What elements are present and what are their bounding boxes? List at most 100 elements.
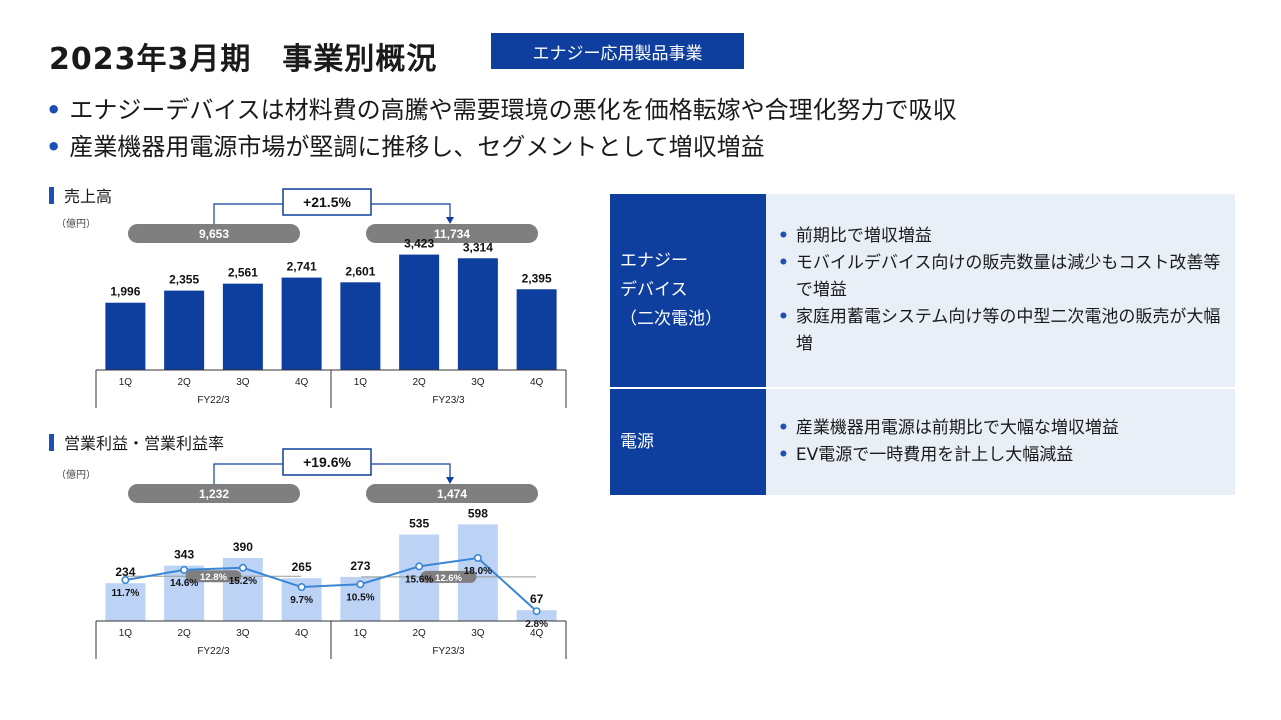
x-group-label: FY22/3: [197, 646, 230, 657]
x-tick-label: 2Q: [177, 628, 191, 639]
profit-value-label: 390: [233, 540, 253, 554]
segment-head-line: デバイス: [620, 280, 688, 300]
segment-item-text: 家庭用蓄電システム向け等の中型二次電池の販売が大幅増: [795, 307, 1221, 354]
sales-value-label: 1,996: [110, 285, 140, 299]
x-tick-label: 3Q: [236, 628, 250, 639]
sales-value-label: 2,395: [522, 271, 552, 285]
margin-label: 10.5%: [346, 592, 374, 603]
bullet-dot-icon: •: [778, 226, 789, 246]
avg-margin-pill: [185, 570, 242, 583]
margin-label: 14.6%: [170, 578, 198, 589]
total-pill-label: 11,734: [434, 227, 470, 241]
x-tick-label: 1Q: [119, 628, 133, 639]
total-pill: [366, 484, 538, 503]
section-marker-icon: [49, 433, 54, 451]
segment-row-power-supply: 電源 • 産業機器用電源は前期比で大幅な増収増益 • EV電源で一時費用を計上し大幅…: [610, 389, 1235, 495]
growth-box: [282, 188, 372, 216]
summary-bullets: • エナジーデバイスは材料費の高騰や需要環境の悪化を価格転嫁や合理化努力で吸収 •…: [46, 92, 957, 166]
segment-item-text: モバイルデバイス向けの販売数量は減少もコスト改善等で増益: [795, 253, 1221, 300]
x-tick-label: 3Q: [471, 628, 485, 639]
sales-value-label: 3,423: [404, 237, 434, 251]
margin-point: [532, 607, 541, 616]
margin-point: [121, 576, 130, 585]
x-group-label: FY23/3: [432, 646, 465, 657]
page-title: 2023年3月期 事業別概況: [49, 42, 438, 77]
segment-head: エナジー デバイス （二次電池）: [610, 194, 766, 387]
sales-bar: [222, 283, 263, 370]
growth-label: +21.5%: [303, 194, 351, 210]
sales-bar: [281, 277, 322, 370]
margin-label: 9.7%: [290, 595, 313, 606]
profit-label-text: 営業利益・営業利益率: [64, 434, 225, 453]
x-tick-label: 3Q: [471, 377, 485, 388]
profit-value-label: 67: [530, 592, 544, 606]
segment-badge: エナジー応用製品事業: [491, 33, 744, 69]
profit-section-label: 営業利益・営業利益率: [49, 430, 224, 454]
sales-unit: （億円）: [56, 219, 96, 230]
x-tick-label: 2Q: [412, 377, 426, 388]
sales-bar: [340, 282, 381, 370]
x-tick-label: 2Q: [177, 377, 191, 388]
margin-point: [356, 580, 365, 589]
sales-value-label: 3,314: [463, 240, 493, 254]
x-tick-label: 4Q: [295, 377, 309, 388]
x-tick-label: 1Q: [119, 377, 133, 388]
margin-label: 2.8%: [525, 619, 548, 630]
x-tick-label: 3Q: [236, 377, 250, 388]
segment-item: • EV電源で一時費用を計上し大幅減益: [778, 442, 1223, 469]
profit-unit: （億円）: [56, 470, 96, 481]
x-group-label: FY23/3: [432, 395, 465, 406]
sales-value-label: 2,561: [228, 266, 258, 280]
growth-box: [282, 448, 372, 476]
segment-item-text: 産業機器用電源は前期比で大幅な増収増益: [795, 418, 1119, 438]
segment-body: • 産業機器用電源は前期比で大幅な増収増益 • EV電源で一時費用を計上し大幅減益: [766, 389, 1235, 495]
margin-label: 11.7%: [111, 588, 139, 599]
bullet-dot-icon: •: [778, 445, 789, 465]
bullet-dot-icon: •: [778, 253, 789, 273]
segment-item-text: EV電源で一時費用を計上し大幅減益: [795, 445, 1074, 465]
sales-value-label: 2,741: [287, 260, 317, 274]
margin-label: 18.0%: [464, 566, 492, 577]
margin-point: [415, 562, 424, 571]
sales-value-label: 2,355: [169, 273, 199, 287]
sales-bar: [105, 302, 146, 370]
profit-value-label: 265: [292, 560, 312, 574]
margin-label: 15.6%: [405, 574, 433, 585]
segment-item: • モバイルデバイス向けの販売数量は減少もコスト改善等で増益: [778, 250, 1223, 304]
profit-bar: [105, 583, 146, 621]
total-pill: [128, 224, 300, 243]
segment-item: • 前期比で増収増益: [778, 223, 1223, 250]
segment-body: • 前期比で増収増益 • モバイルデバイス向けの販売数量は減少もコスト改善等で増益 …: [766, 194, 1235, 387]
bullet-text: エナジーデバイスは材料費の高騰や需要環境の悪化を価格転嫁や合理化努力で吸収: [69, 96, 957, 124]
profit-value-label: 598: [468, 506, 488, 520]
bullet-dot-icon: •: [778, 307, 789, 327]
avg-margin-pill: [420, 570, 477, 583]
x-tick-label: 4Q: [295, 628, 309, 639]
bullet-dot-icon: •: [46, 133, 62, 161]
bullet-item: • 産業機器用電源市場が堅調に推移し、セグメントとして増収増益: [46, 129, 957, 166]
x-tick-label: 2Q: [412, 628, 426, 639]
avg-margin-label: 12.6%: [435, 573, 462, 584]
segment-item: • 産業機器用電源は前期比で大幅な増収増益: [778, 415, 1223, 442]
segment-head-line: 電源: [620, 431, 654, 452]
bullet-dot-icon: •: [46, 96, 62, 124]
margin-point: [473, 554, 482, 563]
total-pill-label: 9,653: [199, 227, 229, 241]
profit-value-label: 273: [350, 559, 370, 573]
segment-item: • 家庭用蓄電システム向け等の中型二次電池の販売が大幅増: [778, 304, 1223, 358]
segment-head: 電源: [610, 389, 766, 495]
sales-label-text: 売上高: [64, 187, 113, 206]
avg-margin-label: 12.8%: [200, 572, 227, 583]
sales-bar: [457, 258, 498, 370]
bullet-item: • エナジーデバイスは材料費の高騰や需要環境の悪化を価格転嫁や合理化努力で吸収: [46, 92, 957, 129]
margin-line: [125, 556, 538, 612]
total-pill-label: 1,232: [199, 487, 229, 501]
profit-bar: [516, 610, 557, 621]
bullet-text: 産業機器用電源市場が堅調に推移し、セグメントとして増収増益: [69, 133, 765, 161]
sales-bar: [399, 254, 440, 370]
margin-point: [238, 563, 247, 572]
profit-value-label: 535: [409, 517, 429, 531]
bullet-dot-icon: •: [778, 418, 789, 438]
sales-value-label: 2,601: [345, 264, 375, 278]
